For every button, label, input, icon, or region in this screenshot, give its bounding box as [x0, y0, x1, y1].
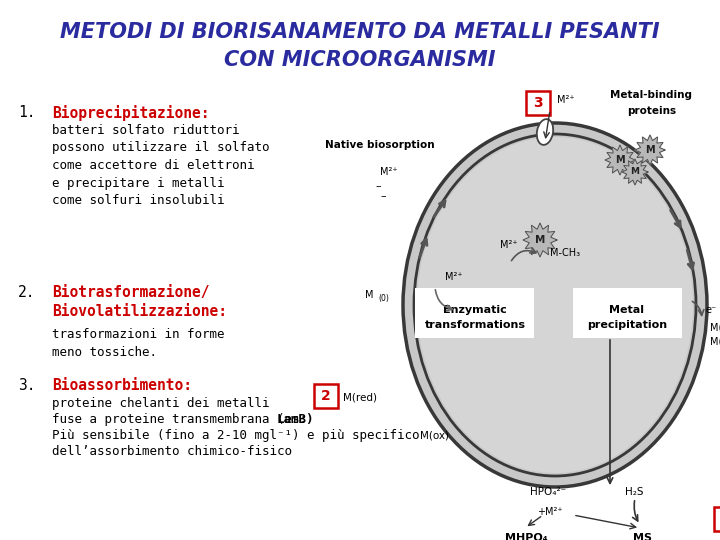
Text: 3.: 3.	[18, 378, 35, 393]
Text: M(ox): M(ox)	[420, 430, 449, 440]
Text: trasformazioni in forme
meno tossiche.: trasformazioni in forme meno tossiche.	[52, 328, 225, 359]
Text: M²⁺: M²⁺	[557, 95, 575, 105]
Text: dell’assorbimento chimico-fisico: dell’assorbimento chimico-fisico	[52, 445, 292, 458]
Text: M²⁺: M²⁺	[380, 167, 397, 177]
Text: M²⁺: M²⁺	[445, 272, 463, 282]
Text: proteine chelanti dei metalli: proteine chelanti dei metalli	[52, 397, 269, 410]
Polygon shape	[622, 159, 648, 185]
Text: batteri solfato riduttori
possono utilizzare il solfato
come accettore di elettr: batteri solfato riduttori possono utiliz…	[52, 124, 269, 207]
Text: Metal: Metal	[610, 305, 644, 315]
FancyBboxPatch shape	[415, 288, 534, 338]
Text: 1.: 1.	[18, 105, 35, 120]
Text: METODI DI BIORISANAMENTO DA METALLI PESANTI: METODI DI BIORISANAMENTO DA METALLI PESA…	[60, 22, 660, 42]
FancyBboxPatch shape	[526, 91, 550, 115]
Ellipse shape	[417, 137, 693, 473]
Text: M: M	[365, 290, 374, 300]
Text: M(ox): M(ox)	[710, 322, 720, 332]
Polygon shape	[635, 135, 665, 165]
Text: M(red): M(red)	[343, 392, 377, 402]
Text: MHPO₄: MHPO₄	[505, 533, 548, 540]
Ellipse shape	[403, 123, 707, 487]
Text: transformations: transformations	[425, 320, 526, 330]
Text: +M²⁺: +M²⁺	[537, 507, 563, 517]
Text: precipitation: precipitation	[587, 320, 667, 330]
Text: MS: MS	[633, 533, 652, 540]
FancyBboxPatch shape	[714, 507, 720, 531]
Ellipse shape	[414, 134, 696, 476]
Text: fuse a proteine transmembrana (es:: fuse a proteine transmembrana (es:	[52, 413, 315, 426]
FancyBboxPatch shape	[573, 288, 682, 338]
Text: Metal-binding: Metal-binding	[610, 90, 692, 100]
Text: HPO₄²⁻: HPO₄²⁻	[530, 487, 566, 497]
Text: 2.: 2.	[18, 285, 35, 300]
Text: Enzymatic: Enzymatic	[443, 305, 507, 315]
Ellipse shape	[537, 119, 553, 145]
Text: Più sensibile (fino a 2-10 mgl⁻¹) e più specifico: Più sensibile (fino a 2-10 mgl⁻¹) e più …	[52, 429, 420, 442]
FancyBboxPatch shape	[314, 384, 338, 408]
Text: M²⁺: M²⁺	[500, 240, 518, 250]
Text: M: M	[535, 235, 545, 245]
Text: Bioassorbimento:: Bioassorbimento:	[52, 378, 192, 393]
Text: CON MICROORGANISMI: CON MICROORGANISMI	[224, 50, 496, 70]
Text: M: M	[645, 145, 654, 155]
Polygon shape	[523, 223, 557, 257]
Text: proteins: proteins	[627, 106, 676, 116]
Text: M: M	[615, 155, 625, 165]
Text: Bioprecipitazione:: Bioprecipitazione:	[52, 105, 210, 121]
Text: –: –	[380, 191, 386, 201]
Text: M-CH₃: M-CH₃	[550, 248, 580, 258]
Text: M(red): M(red)	[710, 336, 720, 346]
Text: Native biosorption: Native biosorption	[325, 140, 435, 150]
Text: –: –	[375, 181, 381, 191]
Text: 2: 2	[321, 389, 331, 403]
Text: e⁻: e⁻	[705, 305, 716, 315]
Text: H₂S: H₂S	[625, 487, 644, 497]
Text: LamB): LamB)	[277, 413, 315, 426]
Text: M: M	[631, 167, 639, 177]
Text: (0): (0)	[378, 294, 389, 303]
Text: Biotrasformazione/
Biovolatilizzazione:: Biotrasformazione/ Biovolatilizzazione:	[52, 285, 227, 319]
Polygon shape	[605, 145, 635, 175]
Text: 3: 3	[534, 96, 543, 110]
